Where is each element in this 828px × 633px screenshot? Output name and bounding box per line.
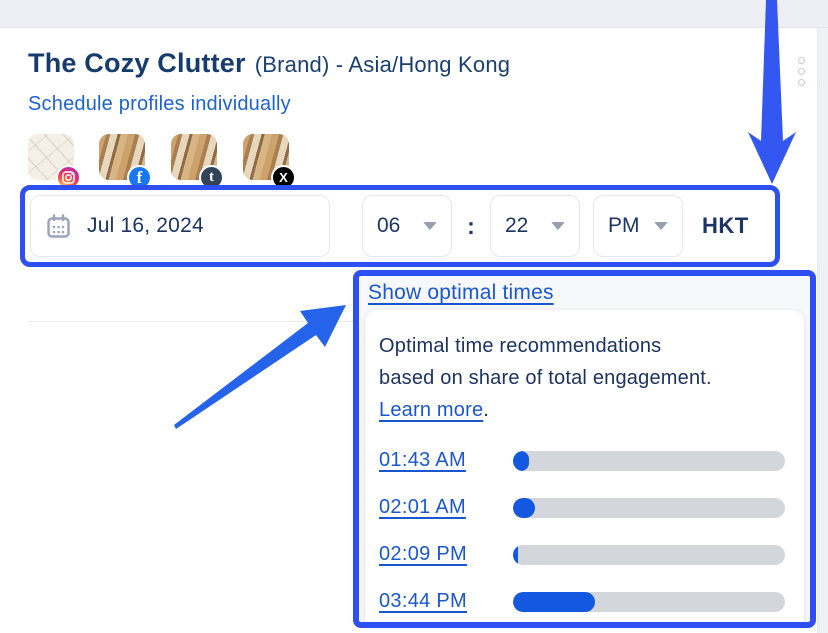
optimal-time-link[interactable]: 02:09 PM xyxy=(379,543,468,565)
timezone-label: HKT xyxy=(702,213,749,238)
date-picker-field[interactable]: Jul 16, 2024 xyxy=(30,195,330,257)
optimal-times-description: Optimal time recommendations based on sh… xyxy=(379,335,712,421)
hour-select[interactable]: 06 xyxy=(362,195,452,257)
brand-group-name: The Cozy Clutter xyxy=(28,48,246,78)
engagement-bar xyxy=(513,544,785,565)
page-title: The Cozy Clutter (Brand) - Asia/Hong Kon… xyxy=(28,48,510,79)
engagement-bar xyxy=(513,497,785,518)
engagement-bar-fill xyxy=(513,497,535,518)
optimal-time-row: 02:09 PM xyxy=(379,541,785,568)
engagement-bar-fill xyxy=(513,591,595,612)
profile-avatar-instagram[interactable] xyxy=(28,134,81,190)
engagement-bar xyxy=(513,450,785,471)
section-divider xyxy=(28,321,354,322)
profile-avatar-tumblr[interactable]: t xyxy=(171,134,224,190)
profile-avatar-x[interactable]: X xyxy=(243,134,296,190)
engagement-bar-fill xyxy=(513,450,530,471)
optimal-time-link[interactable]: 01:43 AM xyxy=(379,449,466,471)
meridiem-value: PM xyxy=(608,214,640,237)
schedule-individually-link[interactable]: Schedule profiles individually xyxy=(28,93,291,115)
more-options-menu-icon[interactable] xyxy=(792,57,810,86)
chevron-down-icon xyxy=(423,222,437,230)
optimal-time-row: 02:01 AM xyxy=(379,494,785,521)
show-optimal-times-link[interactable]: Show optimal times xyxy=(368,281,554,304)
right-page-gutter xyxy=(817,28,828,633)
optimal-times-panel: Show optimal times Optimal time recommen… xyxy=(353,270,816,628)
minute-select[interactable]: 22 xyxy=(490,195,580,257)
avatar-image xyxy=(28,134,74,180)
calendar-icon xyxy=(47,213,70,238)
engagement-bar xyxy=(513,591,785,612)
optimal-time-row: 03:44 PM xyxy=(379,588,785,615)
top-page-strip xyxy=(0,0,828,28)
meridiem-select[interactable]: PM xyxy=(593,195,683,257)
chevron-down-icon xyxy=(551,222,565,230)
selected-date: Jul 16, 2024 xyxy=(87,214,204,237)
hour-value: 06 xyxy=(377,214,401,237)
optimal-time-link[interactable]: 03:44 PM xyxy=(379,590,468,612)
learn-more-link[interactable]: Learn more xyxy=(379,399,484,421)
optimal-time-row: 01:43 AM xyxy=(379,447,785,474)
arrow-up-right-icon xyxy=(174,305,346,429)
engagement-bar-fill xyxy=(513,544,519,565)
time-separator: : xyxy=(467,212,475,239)
chevron-down-icon xyxy=(654,222,668,230)
minute-value: 22 xyxy=(505,214,529,237)
profile-avatar-facebook[interactable]: f xyxy=(99,134,152,190)
brand-timezone-suffix: (Brand) - Asia/Hong Kong xyxy=(254,52,511,77)
datetime-picker-row: Jul 16, 2024 06 : 22 PM HKT xyxy=(20,185,780,267)
optimal-times-list: 01:43 AM 02:01 AM 02:09 PM 03:44 PM xyxy=(379,447,785,615)
optimal-times-card: Optimal time recommendations based on sh… xyxy=(365,310,804,622)
optimal-time-link[interactable]: 02:01 AM xyxy=(379,496,466,518)
